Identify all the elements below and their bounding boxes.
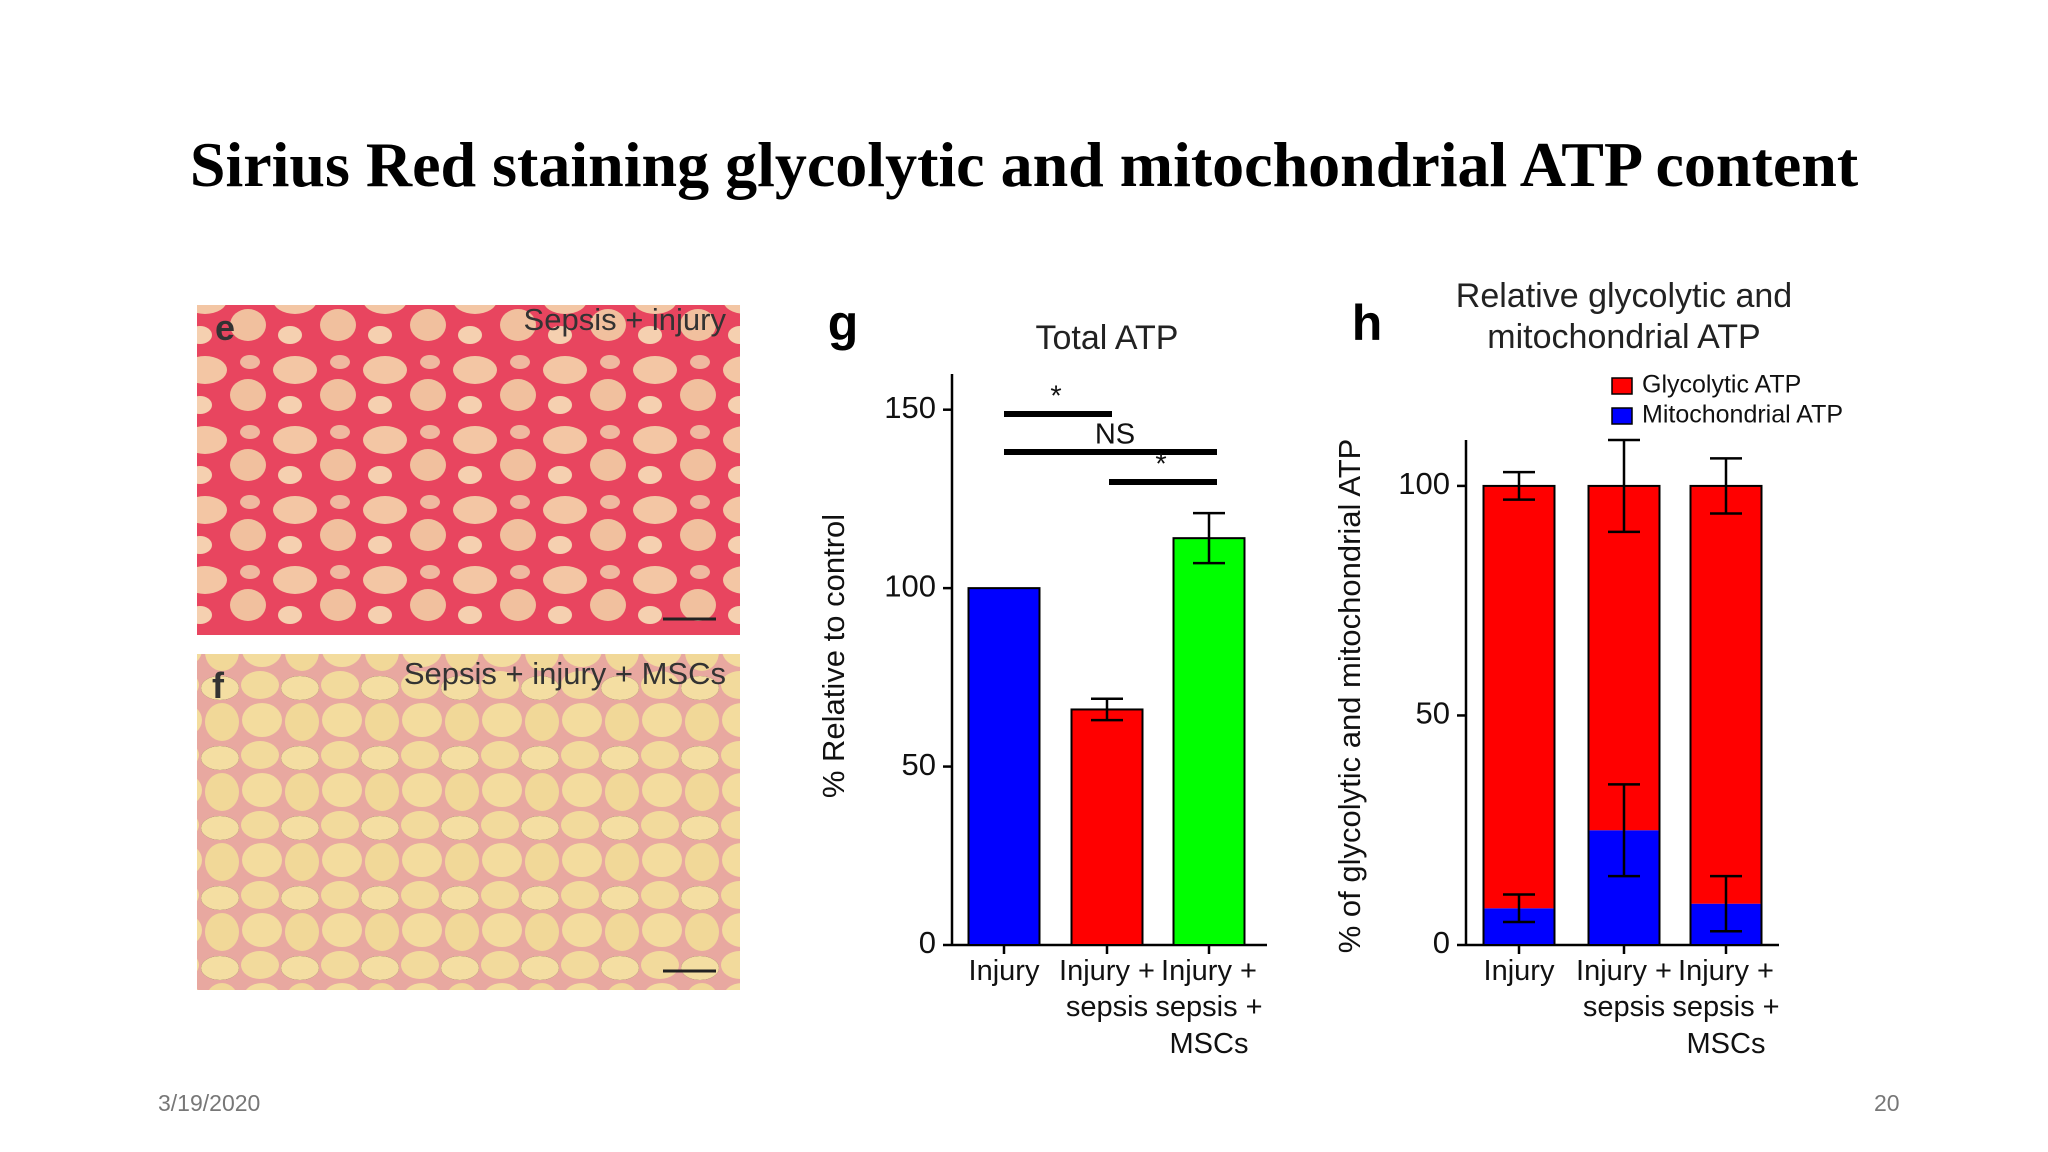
panel-label: h	[1352, 295, 1383, 351]
y-tick-label: 0	[1433, 925, 1450, 960]
slide-title: Sirius Red staining glycolytic and mitoc…	[189, 129, 1859, 200]
panel-label: f	[212, 665, 225, 706]
x-tick-label: Injury + sepsis	[1059, 955, 1155, 1024]
y-tick-label: 100	[1398, 466, 1450, 501]
error-bar	[1091, 697, 1123, 722]
error-bar	[1193, 511, 1225, 565]
chart-title: Relative glycolytic and mitochondrial AT…	[1455, 277, 1793, 356]
y-axis-label: % Relative to control	[816, 514, 851, 798]
date: 3/19/2020	[158, 1090, 261, 1116]
legend-label: Glycolytic ATP	[1642, 371, 1801, 399]
error-bar	[1608, 783, 1640, 878]
chart-title: Total ATP	[1035, 319, 1179, 357]
error-bar	[1710, 874, 1742, 933]
micrograph-e	[197, 305, 740, 635]
significance-label: *	[1050, 381, 1061, 413]
x-tick-label: Injury + sepsis + MSCs	[1672, 955, 1780, 1060]
bar-outline	[1689, 484, 1763, 946]
bar	[1070, 708, 1144, 947]
panel-label: e	[215, 307, 235, 348]
legend-swatch	[1611, 377, 1633, 395]
y-tick-label: 100	[884, 568, 936, 603]
x-tick-label: Injury + sepsis + MSCs	[1155, 955, 1263, 1060]
bar-outline	[1587, 484, 1661, 946]
bar-segment	[1483, 485, 1555, 909]
error-bar	[1503, 893, 1535, 924]
y-tick-label: 50	[902, 747, 936, 782]
significance-label: NS	[1095, 419, 1135, 451]
bar	[1172, 537, 1246, 946]
page-number: 20	[1874, 1090, 1900, 1116]
bar	[967, 587, 1041, 946]
image-caption: Sepsis + injury + MSCs	[404, 656, 726, 691]
x-tick-label: Injury + sepsis	[1576, 955, 1672, 1024]
bar-segment	[1690, 485, 1762, 904]
bar-segment	[1588, 485, 1660, 831]
legend-swatch	[1611, 407, 1633, 425]
bar-outline	[1482, 484, 1556, 946]
panel-label: g	[828, 295, 859, 351]
y-tick-label: 150	[884, 390, 936, 425]
y-tick-label: 0	[919, 925, 936, 960]
x-tick-label: Injury	[968, 955, 1040, 987]
legend-label: Mitochondrial ATP	[1642, 401, 1843, 429]
significance-label: *	[1155, 449, 1166, 481]
y-axis-label: % of glycolytic and mitochondrial ATP	[1332, 439, 1367, 954]
x-tick-label: Injury	[1483, 955, 1555, 987]
image-caption: Sepsis + injury	[524, 302, 727, 337]
micrograph-f	[197, 654, 740, 990]
y-tick-label: 50	[1416, 696, 1450, 731]
